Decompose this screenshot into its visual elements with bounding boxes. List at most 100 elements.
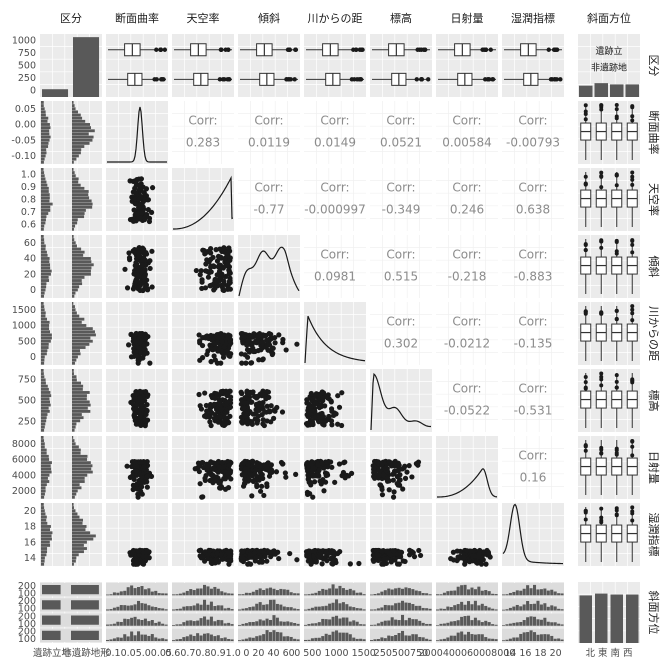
box-outlier [614, 116, 619, 121]
hist-small [387, 588, 391, 596]
scatter-point [144, 408, 150, 414]
scatter-point [141, 464, 147, 470]
hist-h-1 [41, 372, 44, 375]
scatter-point [379, 492, 386, 498]
hist-small [279, 588, 283, 596]
hist-h-2 [72, 119, 86, 123]
hist-h-1 [41, 342, 49, 346]
hist-small [404, 620, 408, 626]
hist-h-1 [41, 212, 49, 215]
y-tick: 500 [18, 336, 36, 347]
scatter-point [137, 182, 144, 188]
scatter-point [400, 486, 406, 492]
hist-small [453, 621, 457, 626]
scatter-point [132, 411, 138, 417]
y-tick: 200 [18, 596, 36, 607]
y-tick: 250 [18, 73, 36, 84]
hist-small [338, 618, 342, 626]
strip-top-5: 川からの距 [308, 12, 363, 25]
hist-small [154, 637, 158, 641]
hist-h-1 [41, 126, 51, 130]
y-tick: 4000 [12, 470, 36, 481]
panel-6-7 [436, 369, 498, 432]
scatter-point [126, 250, 132, 256]
hist-small [244, 608, 248, 611]
scatter-point [135, 491, 141, 497]
hist-small [411, 619, 415, 626]
hist-small [359, 638, 363, 641]
hist-h-2 [72, 250, 85, 254]
hist-small [178, 638, 182, 641]
hist-h-1 [41, 387, 49, 391]
hist-h-2 [72, 177, 79, 181]
hist-small [282, 606, 286, 611]
scatter-point [208, 263, 214, 269]
hist-small [279, 621, 283, 626]
box-outlier [287, 47, 293, 52]
hist-h-2 [72, 202, 93, 206]
hist-small [442, 638, 446, 641]
scatter-point [196, 332, 202, 338]
scatter-point [402, 558, 408, 565]
hist-small [335, 615, 339, 626]
hist-small [272, 630, 276, 641]
scatter-point [208, 332, 214, 339]
hist-small [467, 601, 471, 611]
hist-small [397, 620, 401, 626]
hist-h-1 [41, 257, 50, 260]
scatter-point [124, 285, 131, 291]
hist-small [512, 637, 516, 641]
hist-small [172, 594, 176, 596]
hist-small [126, 619, 130, 626]
y-tick: -0.10 [11, 151, 36, 162]
hist-h-2 [72, 135, 94, 139]
scatter-point [139, 262, 145, 268]
scatter-point [268, 349, 274, 355]
hist-h-1 [41, 314, 46, 318]
hist-h-1 [41, 288, 46, 292]
hist-h-1 [41, 528, 51, 532]
hist-h-2 [72, 553, 79, 557]
density-curve [304, 315, 366, 364]
hist-h-2 [72, 486, 82, 490]
panel-8-8 [502, 503, 564, 566]
box-outlier [614, 373, 619, 378]
scatter-point [306, 411, 312, 417]
hist-small [449, 607, 453, 611]
bar-aspect-東 [595, 593, 608, 643]
hist-small [150, 634, 154, 641]
strip-right-4: 傾斜 [647, 256, 661, 278]
hist-h-2 [72, 528, 86, 532]
hist-h-1 [41, 151, 47, 155]
panel-3-5 [304, 168, 366, 231]
hist-small [467, 631, 471, 641]
scatter-point [239, 390, 245, 397]
hist-small [428, 623, 432, 626]
scatter-point [402, 475, 409, 481]
scatter-point [133, 272, 139, 278]
hist-h-1 [41, 269, 52, 273]
box-outlier [630, 439, 635, 444]
hist-small [414, 605, 418, 611]
scatter-point [210, 472, 216, 479]
box-outlier [419, 77, 425, 82]
y-tick: 200 [18, 581, 36, 592]
scatter-point [287, 550, 293, 557]
box-outlier [288, 77, 293, 82]
hist-small [502, 594, 506, 596]
box-outlier [614, 513, 619, 518]
hist-h-2 [72, 397, 87, 401]
hist-small [508, 607, 512, 611]
hist-small [157, 621, 161, 626]
hist-small [421, 637, 425, 641]
hist-small [515, 590, 519, 596]
hist-small [355, 608, 359, 611]
hist-small [446, 591, 450, 596]
hist-h-1 [41, 461, 52, 465]
hist-small [355, 638, 359, 641]
hist-small [137, 600, 141, 611]
hist-h-2 [72, 521, 83, 525]
scatter-point [339, 473, 345, 479]
box-outlier [614, 308, 619, 313]
hist-small [244, 592, 248, 596]
